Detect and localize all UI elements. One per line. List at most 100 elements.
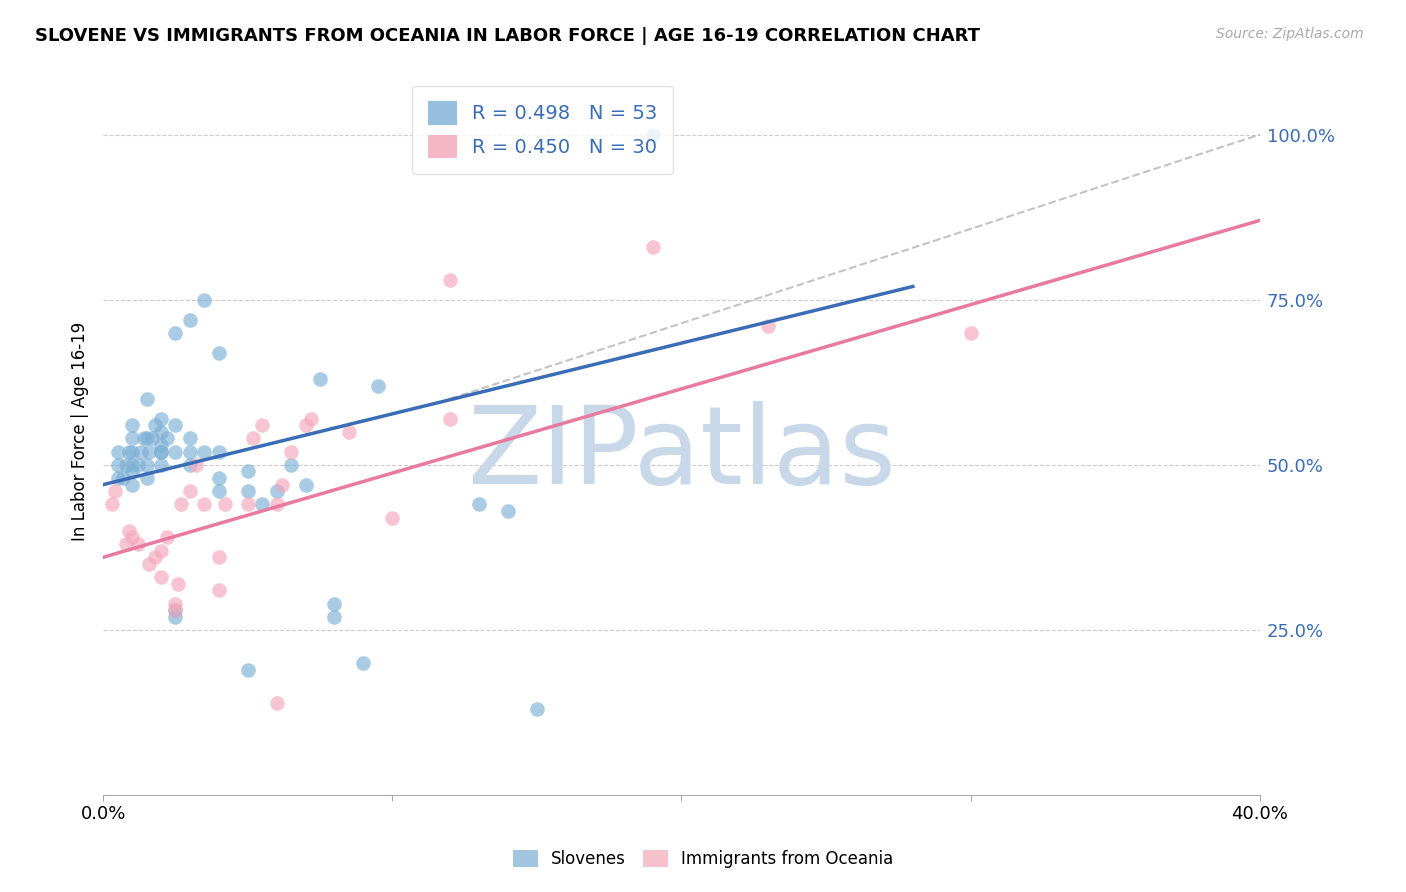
Point <box>208 484 231 499</box>
Point <box>250 498 273 512</box>
Point <box>179 458 201 472</box>
Point <box>127 537 149 551</box>
Point <box>280 444 302 458</box>
Point <box>121 477 143 491</box>
Point <box>135 431 157 445</box>
Point <box>135 471 157 485</box>
Point <box>165 609 187 624</box>
Point <box>193 293 215 307</box>
Point <box>143 550 166 565</box>
Point <box>468 498 491 512</box>
Y-axis label: In Labor Force | Age 16-19: In Labor Force | Age 16-19 <box>72 322 89 541</box>
Text: Source: ZipAtlas.com: Source: ZipAtlas.com <box>1216 27 1364 41</box>
Point <box>208 583 231 598</box>
Point <box>214 498 236 512</box>
Point <box>208 550 231 565</box>
Point <box>294 477 316 491</box>
Point <box>242 431 264 445</box>
Point <box>641 128 664 142</box>
Point <box>179 431 201 445</box>
Text: SLOVENE VS IMMIGRANTS FROM OCEANIA IN LABOR FORCE | AGE 16-19 CORRELATION CHART: SLOVENE VS IMMIGRANTS FROM OCEANIA IN LA… <box>35 27 980 45</box>
Point <box>143 418 166 433</box>
Point <box>193 498 215 512</box>
Point <box>756 319 779 334</box>
Point <box>250 418 273 433</box>
Point <box>179 484 201 499</box>
Point <box>367 378 389 392</box>
Point <box>138 557 160 571</box>
Point <box>165 418 187 433</box>
Point <box>266 696 288 710</box>
Point <box>266 498 288 512</box>
Point <box>149 444 172 458</box>
Point <box>149 425 172 439</box>
Point <box>141 431 163 445</box>
Point <box>149 411 172 425</box>
Legend: R = 0.498   N = 53, R = 0.450   N = 30: R = 0.498 N = 53, R = 0.450 N = 30 <box>412 86 673 174</box>
Point <box>641 240 664 254</box>
Point <box>156 531 179 545</box>
Point <box>439 411 461 425</box>
Point <box>104 484 127 499</box>
Point <box>165 444 187 458</box>
Point <box>208 444 231 458</box>
Point <box>337 425 360 439</box>
Point <box>496 504 519 518</box>
Point <box>107 458 129 472</box>
Point <box>127 458 149 472</box>
Point <box>208 345 231 359</box>
Point <box>149 543 172 558</box>
Point <box>165 603 187 617</box>
Point <box>526 702 548 716</box>
Point <box>236 663 259 677</box>
Point <box>271 477 294 491</box>
Point <box>132 431 155 445</box>
Point <box>149 570 172 584</box>
Text: ZIPatlas: ZIPatlas <box>467 401 896 507</box>
Point <box>135 458 157 472</box>
Point <box>266 484 288 499</box>
Point <box>439 273 461 287</box>
Point <box>121 431 143 445</box>
Point <box>323 609 346 624</box>
Point <box>135 392 157 406</box>
Point <box>138 444 160 458</box>
Point <box>208 471 231 485</box>
Point <box>121 458 143 472</box>
Point <box>112 471 135 485</box>
Legend: Slovenes, Immigrants from Oceania: Slovenes, Immigrants from Oceania <box>506 843 900 875</box>
Point <box>149 458 172 472</box>
Point <box>107 444 129 458</box>
Point <box>121 444 143 458</box>
Point <box>107 471 129 485</box>
Point <box>165 326 187 340</box>
Point <box>184 458 207 472</box>
Point <box>179 312 201 326</box>
Point <box>118 524 141 538</box>
Point <box>165 603 187 617</box>
Point <box>149 444 172 458</box>
Point <box>179 444 201 458</box>
Point <box>352 656 374 670</box>
Point <box>101 498 124 512</box>
Point <box>156 431 179 445</box>
Point <box>236 498 259 512</box>
Point <box>118 444 141 458</box>
Point <box>167 576 190 591</box>
Point <box>299 411 322 425</box>
Point <box>236 464 259 478</box>
Point <box>381 510 404 524</box>
Point <box>115 458 138 472</box>
Point <box>165 597 187 611</box>
Point <box>236 484 259 499</box>
Point <box>294 418 316 433</box>
Point <box>115 537 138 551</box>
Point <box>129 444 152 458</box>
Point <box>149 438 172 452</box>
Point <box>959 326 981 340</box>
Point <box>121 531 143 545</box>
Point <box>280 458 302 472</box>
Point <box>121 418 143 433</box>
Point <box>309 372 332 386</box>
Point <box>170 498 193 512</box>
